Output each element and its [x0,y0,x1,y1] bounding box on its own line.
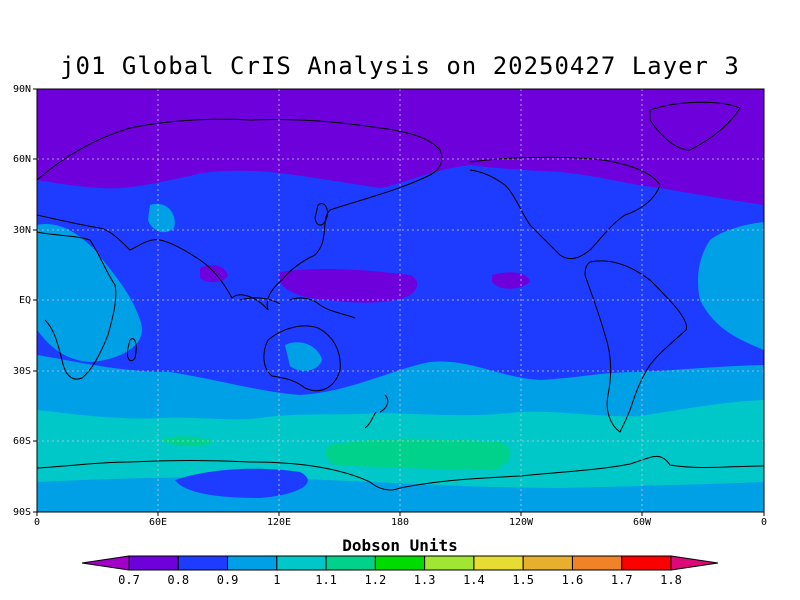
colorbar-swatch [424,555,475,571]
y-tick-label: 90S [13,507,31,518]
y-tick-label: 60N [13,154,31,165]
field-patch-asia [148,203,175,233]
colorbar-label: 0.7 [118,573,140,587]
colorbar-label: 1.4 [463,573,485,587]
coast-europe-asia [37,118,443,311]
x-tick-label: 0 [34,517,40,528]
x-tick-label: 0 [761,517,767,528]
map-title: j01 Global CrIS Analysis on 20250427 Lay… [60,52,740,80]
coast-south-america [584,260,687,433]
colorbar-label: 1.7 [611,573,633,587]
x-tick-labels: 0 60E 120E 180 120W 60W 0 [34,517,767,528]
colorbar-label: 1 [273,573,280,587]
coast-indonesia [239,297,356,319]
field-band-south-green [160,436,511,477]
colorbar-label: 1.5 [512,573,534,587]
colorbar-swatch [374,555,426,571]
coast-antarctica [37,456,764,491]
x-tick-label: 60W [633,517,652,528]
colorbar-swatch [227,555,278,571]
field-patch-pacific [279,268,418,303]
colorbar-arrow-high [670,555,719,571]
coast-greenland [649,101,741,151]
colorbar-title: Dobson Units [342,536,458,555]
y-tick-label: EQ [19,295,31,306]
field-patch-pacific-east [492,272,530,289]
colorbar-label: 1.2 [365,573,387,587]
colorbar-swatch [128,555,179,571]
y-tick-label: 30S [13,366,31,377]
coast-australia [263,325,341,392]
coast-madagascar [127,338,137,362]
colorbar-swatch [177,555,229,571]
coast-japan [314,203,328,226]
colorbar-label: 1.1 [315,573,337,587]
coast-north-america [469,156,661,260]
colorbar-swatch [621,555,672,571]
y-tick-labels: 90N 60N 30N EQ 30S 60S 90S [13,84,31,518]
x-tick-label: 180 [391,517,409,528]
colorbar-label: 1.8 [660,573,682,587]
x-ticks [36,512,765,516]
field-patch-atlantic [698,222,764,350]
y-ticks [33,88,37,513]
ozone-field [37,89,764,512]
y-tick-label: 60S [13,436,31,447]
colorbar-labels: 0.7 0.8 0.9 1 1.1 1.2 1.3 1.4 1.5 1.6 1.7 1.8 [118,573,682,587]
coast-africa [37,231,117,380]
field-band-north [37,89,764,205]
field-patch-indian [200,265,228,283]
colorbar-arrow-low [81,555,130,571]
field-patch-africa [37,224,142,362]
y-tick-label: 90N [13,84,31,95]
colorbar-label: 0.9 [217,573,239,587]
colorbar-label: 1.3 [414,573,436,587]
x-tick-label: 120W [509,517,534,528]
field-patch-australia [285,342,322,371]
x-tick-label: 60E [149,517,167,528]
grid [37,89,764,512]
colorbar-label: 0.8 [167,573,189,587]
colorbar-label: 1.6 [562,573,584,587]
colorbar-swatch [473,555,524,571]
colorbar-swatch [325,555,376,571]
colorbar [81,555,719,571]
colorbar-swatch [522,555,573,571]
colorbar-swatch [276,555,327,571]
coast-new-zealand [364,394,389,429]
y-tick-label: 30N [13,225,31,236]
coastlines [37,101,764,491]
x-tick-label: 120E [267,517,291,528]
colorbar-swatch [571,555,623,571]
field-antarctic-blue [175,468,308,498]
